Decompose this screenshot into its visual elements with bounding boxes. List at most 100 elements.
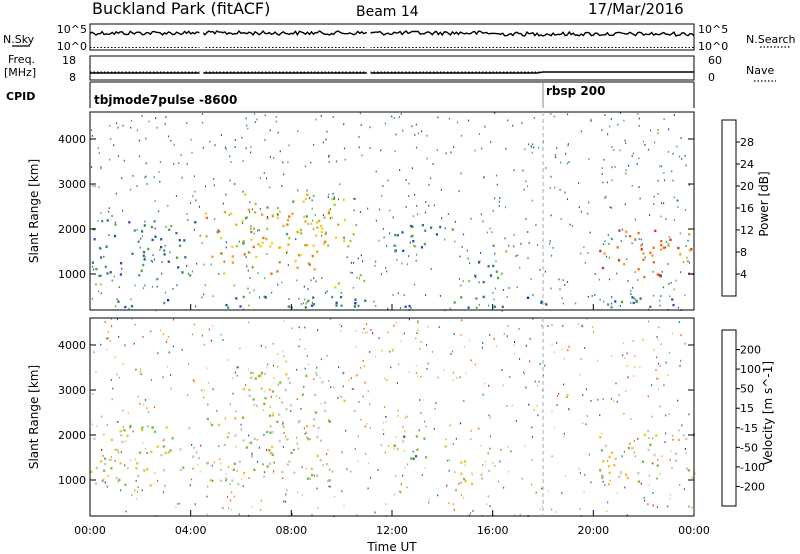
heatmap-cell — [426, 367, 428, 370]
heatmap-cell — [616, 272, 618, 275]
heatmap-cell — [304, 306, 307, 309]
heatmap-cell — [654, 229, 657, 232]
heatmap-cell — [395, 133, 397, 136]
heatmap-cell — [128, 221, 131, 224]
heatmap-cell — [333, 195, 335, 198]
heatmap-cell — [169, 449, 172, 452]
heatmap-cell — [187, 363, 190, 366]
heatmap-cell — [444, 445, 446, 448]
heatmap-cell — [460, 172, 462, 175]
heatmap-cell — [590, 481, 592, 484]
heatmap-cell — [241, 478, 243, 481]
colorbar-tick-label: 8 — [740, 246, 747, 259]
heatmap-cell — [673, 114, 675, 116]
heatmap-cell — [392, 294, 394, 296]
heatmap-cell — [271, 291, 273, 294]
heatmap-cell — [195, 199, 197, 202]
heatmap-cell — [561, 297, 563, 299]
heatmap-cell — [364, 299, 367, 302]
heatmap-cell — [307, 262, 310, 265]
heatmap-cell — [263, 402, 266, 406]
heatmap-cell — [158, 210, 160, 213]
nsearch-tick-bottom: 10^0 — [698, 40, 728, 53]
heatmap-cell — [313, 378, 315, 381]
heatmap-cell — [621, 455, 623, 458]
heatmap-cell — [315, 118, 317, 121]
heatmap-cell — [264, 139, 266, 141]
heatmap-cell — [450, 151, 452, 154]
heatmap-cell — [563, 432, 565, 435]
heatmap-cell — [513, 352, 515, 355]
heatmap-cell — [637, 113, 639, 115]
heatmap-cell — [653, 349, 655, 351]
heatmap-cell — [632, 152, 634, 155]
heatmap-cell — [412, 215, 414, 217]
heatmap-cell — [288, 237, 291, 240]
heatmap-cell — [253, 468, 256, 472]
heatmap-cell — [583, 491, 585, 494]
heatmap-cell — [244, 193, 247, 196]
heatmap-cell — [114, 356, 116, 359]
heatmap-cell — [154, 227, 156, 230]
heatmap-cell — [150, 379, 152, 381]
heatmap-cell — [277, 353, 279, 355]
heatmap-cell — [494, 465, 496, 468]
heatmap-cell — [296, 398, 298, 401]
heatmap-cell — [316, 474, 319, 477]
heatmap-cell — [222, 202, 224, 205]
freq-strip-frame — [89, 55, 695, 81]
heatmap-cell — [116, 298, 118, 301]
y-tick-label: 2000 — [58, 429, 86, 442]
heatmap-cell — [360, 418, 362, 421]
heatmap-cell — [652, 294, 655, 297]
colorbar-tick-label: 15 — [740, 402, 754, 415]
heatmap-cell — [400, 112, 402, 115]
heatmap-cell — [301, 393, 304, 396]
heatmap-cell — [477, 261, 481, 264]
heatmap-cell — [325, 463, 329, 466]
heatmap-cell — [147, 247, 150, 251]
heatmap-cell — [590, 400, 592, 402]
heatmap-cell — [587, 212, 589, 215]
heatmap-cell — [608, 278, 611, 281]
data-gap — [199, 57, 204, 79]
heatmap-cell — [679, 253, 682, 256]
heatmap-cell — [562, 279, 564, 282]
heatmap-cell — [238, 460, 241, 463]
heatmap-cell — [432, 163, 434, 165]
heatmap-cell — [242, 160, 244, 162]
heatmap-cell — [676, 199, 678, 202]
heatmap-cell — [434, 408, 436, 410]
heatmap-cell — [118, 478, 121, 482]
heatmap-cell — [273, 461, 275, 464]
heatmap-cell — [224, 146, 226, 149]
heatmap-cell — [600, 432, 603, 435]
heatmap-cell — [611, 302, 613, 305]
heatmap-cell — [615, 382, 617, 385]
heatmap-cell — [639, 366, 641, 368]
heatmap-cell — [117, 421, 119, 423]
heatmap-cell — [609, 125, 611, 128]
heatmap-cell — [277, 283, 279, 286]
heatmap-cell — [344, 158, 346, 161]
heatmap-cell — [276, 420, 279, 424]
heatmap-cell — [564, 191, 566, 194]
heatmap-cell — [113, 144, 115, 147]
heatmap-cell — [393, 493, 395, 496]
heatmap-cell — [205, 185, 207, 188]
heatmap-cell — [634, 218, 636, 221]
heatmap-cell — [536, 405, 538, 407]
heatmap-cell — [311, 207, 313, 210]
heatmap-cell — [160, 246, 163, 249]
heatmap-cell — [120, 434, 123, 437]
heatmap-cell — [139, 370, 141, 373]
heatmap-cell — [680, 271, 682, 274]
heatmap-cell — [343, 399, 346, 403]
heatmap-cell — [452, 443, 454, 445]
colorbar-tick-label: 200 — [740, 344, 761, 357]
heatmap-cell — [495, 270, 498, 273]
heatmap-cell — [342, 236, 345, 239]
heatmap-cell — [263, 295, 266, 298]
heatmap-cell — [242, 240, 245, 243]
heatmap-cell — [235, 410, 237, 413]
